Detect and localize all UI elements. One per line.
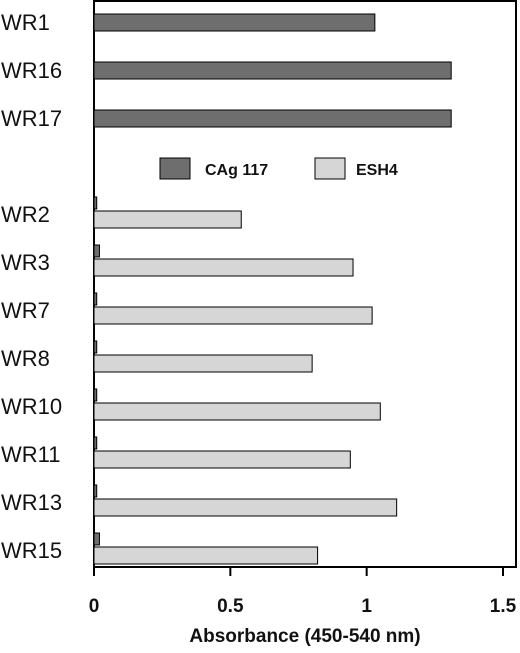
bar-cag117-wr16	[93, 61, 452, 80]
category-label-wr11: WR11	[1, 442, 61, 467]
bar-cag117-wr1	[93, 13, 376, 32]
category-label-wr7: WR7	[1, 298, 50, 323]
bar-cag117-wr2	[93, 196, 98, 210]
bar-esh4-wr3	[93, 258, 354, 277]
category-label-wr2: WR2	[1, 202, 50, 227]
category-label-wr8: WR8	[1, 346, 50, 371]
plot-frame	[93, 0, 517, 568]
bar-esh4-wr2	[93, 210, 242, 229]
bars	[93, 13, 452, 565]
bar-cag117-wr7	[93, 292, 98, 306]
legend-label-esh4: ESH4	[356, 162, 398, 179]
bar-esh4-wr15	[93, 546, 319, 565]
category-label-wr16: WR16	[1, 58, 62, 83]
bar-esh4-wr10	[93, 402, 381, 421]
bar-esh4-wr11	[93, 450, 351, 469]
category-label-wr15: WR15	[1, 538, 62, 563]
bar-esh4-wr13	[93, 498, 398, 517]
bar-esh4-wr8	[93, 354, 313, 373]
x-axis: 0 0.5 1 1.5	[89, 567, 517, 617]
x-tick-label: 0	[89, 596, 100, 617]
category-label-wr3: WR3	[1, 250, 50, 275]
legend: CAg 117 ESH4	[159, 157, 398, 180]
legend-label-cag117: CAg 117	[205, 162, 268, 179]
category-labels: WR1 WR16 WR17 WR2 WR3 WR7 WR8 WR10 WR11 WR13 WR15	[1, 10, 62, 563]
bar-cag117-wr15	[93, 532, 100, 546]
x-tick-label: 1	[361, 596, 372, 617]
bar-cag117-wr17	[93, 109, 452, 128]
bar-cag117-wr11	[93, 436, 98, 450]
bar-cag117-wr10	[93, 388, 98, 402]
category-label-wr1: WR1	[1, 10, 50, 35]
bar-cag117-wr8	[93, 340, 98, 354]
x-axis-title: Absorbance (450-540 nm)	[189, 626, 420, 647]
bar-cag117-wr13	[93, 484, 98, 498]
legend-swatch-cag117	[159, 157, 191, 180]
category-label-wr17: WR17	[1, 106, 62, 131]
category-label-wr13: WR13	[1, 490, 62, 515]
bar-esh4-wr7	[93, 306, 373, 325]
legend-swatch-esh4	[314, 157, 346, 180]
category-label-wr10: WR10	[1, 394, 62, 419]
bar-cag117-wr3	[93, 244, 100, 258]
x-tick-label: 0.5	[217, 596, 244, 617]
x-tick-label: 1.5	[490, 596, 517, 617]
